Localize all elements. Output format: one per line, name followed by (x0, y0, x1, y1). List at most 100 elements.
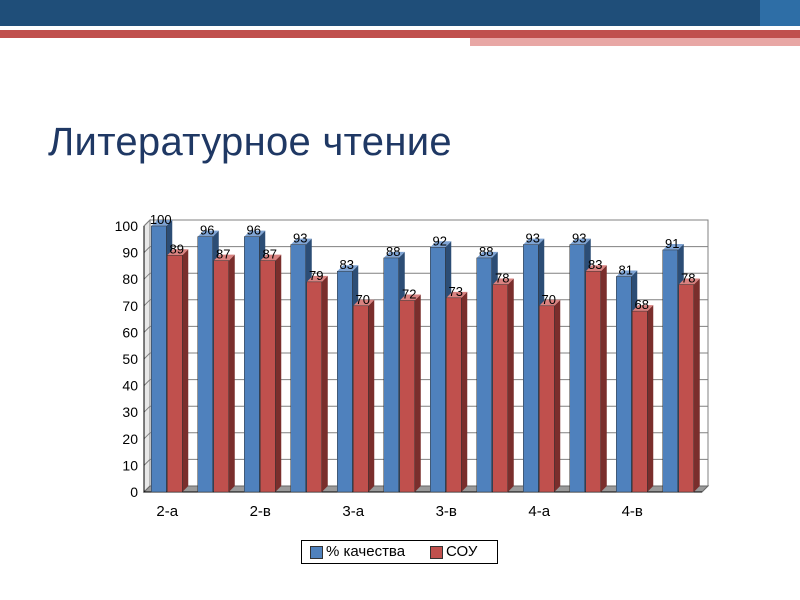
y-tick-label: 90 (122, 245, 138, 261)
y-tick-label: 80 (122, 271, 138, 287)
data-label: 88 (479, 244, 493, 259)
x-tick-label: 4-а (528, 503, 550, 520)
legend-label-sou: СОУ (446, 543, 478, 560)
y-tick-label: 60 (122, 324, 138, 340)
bar-side (507, 278, 514, 492)
bar-top (662, 243, 684, 250)
bar-sou (632, 310, 648, 493)
legend-swatch-quality (310, 546, 323, 559)
data-label: 70 (542, 292, 556, 307)
data-label: 93 (572, 231, 586, 246)
bar-quality (290, 244, 306, 493)
bar-top (197, 230, 219, 237)
bar-top (430, 241, 452, 248)
bar-top (399, 294, 421, 301)
bar-top (337, 265, 359, 272)
bar-side (228, 254, 235, 492)
bar-top (569, 238, 591, 245)
bar-top (632, 305, 654, 312)
data-label: 78 (495, 271, 509, 286)
y-tick-label: 20 (122, 431, 138, 447)
gridline-diag (143, 326, 151, 333)
bar-top (492, 278, 514, 285)
bar-side (275, 254, 282, 492)
bar-top (290, 238, 312, 245)
x-tick-label: 4-в (622, 503, 643, 520)
bar-sou (399, 300, 415, 493)
data-label: 87 (263, 247, 277, 262)
bar-side (461, 291, 468, 492)
data-label: 72 (402, 286, 416, 301)
data-label: 81 (619, 263, 633, 278)
bar-quality (151, 225, 167, 493)
bar-top (523, 238, 545, 245)
gridline-diag (143, 219, 151, 227)
bar-sou (167, 255, 183, 493)
y-tick-label: 100 (115, 218, 139, 234)
y-tick-label: 50 (122, 351, 138, 367)
gridline-diag (143, 379, 151, 386)
data-label: 79 (309, 268, 323, 283)
bar-quality (662, 249, 678, 493)
bar-top (167, 249, 189, 256)
bar-quality (337, 270, 353, 493)
bar-quality (569, 244, 585, 493)
bar-side (693, 278, 700, 492)
data-label: 73 (449, 284, 463, 299)
bar-quality (244, 236, 260, 493)
y-tick-label: 0 (130, 484, 138, 500)
bar-top (353, 299, 375, 306)
gridline-diag (143, 272, 151, 280)
data-label: 87 (216, 247, 230, 262)
gridline-diag (143, 432, 151, 440)
gridline-diag (143, 405, 151, 413)
bar-top (213, 254, 235, 261)
data-label: 91 (665, 236, 679, 251)
bar-sou (539, 305, 555, 493)
data-label: 68 (635, 297, 649, 312)
gridline-diag (143, 459, 151, 466)
y-tick-label: 70 (122, 298, 138, 314)
bar-quality (430, 247, 446, 493)
bar-side (647, 305, 654, 492)
chart-legend: % качества СОУ (301, 540, 498, 564)
bar-sou (678, 284, 694, 493)
y-tick-label: 30 (122, 404, 138, 420)
x-tick-label: 2-а (156, 503, 178, 520)
legend-label-quality: % качества (326, 543, 406, 560)
bar-quality (476, 257, 492, 493)
data-label: 89 (170, 241, 184, 256)
bar-sou (213, 260, 229, 493)
bar-top (244, 230, 266, 237)
gridline-diag (143, 246, 151, 253)
x-tick-label: 3-в (436, 503, 457, 520)
bar-top (585, 265, 607, 272)
slide-title: Литературное чтение (48, 120, 452, 164)
bar-top (383, 251, 405, 258)
y-tick-label: 40 (122, 378, 138, 394)
x-tick-label: 2-в (250, 503, 271, 520)
data-label: 88 (386, 244, 400, 259)
gridline-diag (143, 299, 151, 307)
bar-top (446, 291, 468, 298)
bar-top (151, 220, 173, 226)
bar-sou (306, 281, 322, 493)
data-label: 83 (340, 257, 354, 272)
bar-sou (353, 305, 369, 493)
y-tick-label: 10 (122, 457, 138, 473)
bar-top (306, 275, 328, 282)
bar-sou (260, 260, 276, 493)
bar-quality (523, 244, 539, 493)
bar-top (616, 270, 638, 277)
data-label: 93 (293, 231, 307, 246)
data-label: 96 (247, 223, 261, 238)
bar-top (678, 278, 700, 285)
bar-side (554, 299, 561, 492)
legend-swatch-sou (430, 546, 443, 559)
bar-quality (616, 276, 632, 493)
bar-top (539, 299, 561, 306)
bar-side (182, 249, 189, 492)
bar-sou (492, 284, 508, 493)
bar-side (600, 265, 607, 492)
